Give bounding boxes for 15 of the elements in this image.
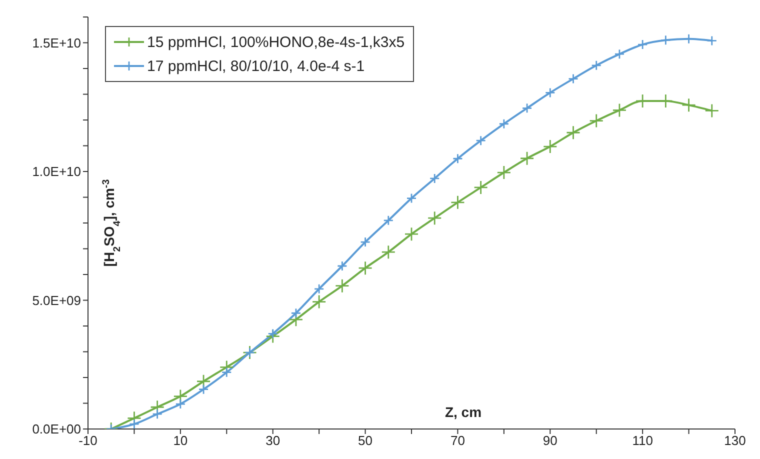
- x-tick-label: 110: [632, 433, 653, 448]
- x-tick-label: 90: [542, 433, 558, 448]
- x-tick-label: 70: [450, 433, 465, 448]
- y-tick-label: 5.0E+09: [32, 292, 81, 308]
- y-tick-label: 1.0E+10: [32, 164, 81, 180]
- x-tick-label: 30: [266, 433, 280, 448]
- x-axis-title: Z, cm: [444, 404, 482, 420]
- x-tick-label: -10: [78, 433, 98, 448]
- y-tick-label: 0.0E+00: [32, 422, 81, 437]
- x-tick-label: 50: [358, 433, 373, 448]
- legend-label: 17 ppmHCl, 80/10/10, 4.0e-4 s-1: [147, 58, 365, 74]
- x-tick-label: 10: [173, 433, 188, 448]
- y-tick-label: 1.5E+10: [32, 35, 81, 50]
- x-tick-label: 130: [724, 433, 746, 448]
- legend-label: 15 ppmHCl, 100%HONO,8e-4s-1,k3x5: [147, 34, 405, 50]
